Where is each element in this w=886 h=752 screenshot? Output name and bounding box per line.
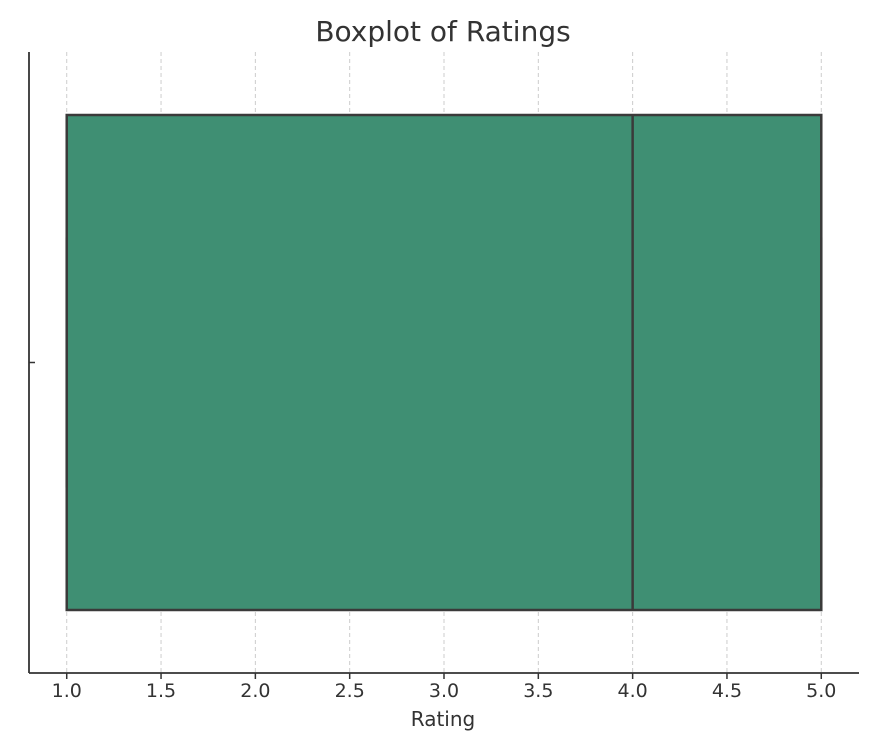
x-tick-label-4: 3.0 bbox=[429, 680, 459, 702]
chart-title: Boxplot of Ratings bbox=[315, 15, 570, 48]
x-tick-label-5: 3.5 bbox=[523, 680, 553, 702]
x-axis-label: Rating bbox=[411, 707, 475, 731]
x-tick-label-7: 4.5 bbox=[712, 680, 742, 702]
x-tick-label-2: 2.0 bbox=[240, 680, 270, 702]
x-tick-label-8: 5.0 bbox=[806, 680, 836, 702]
x-tick-label-3: 2.5 bbox=[335, 680, 365, 702]
box-iqr bbox=[65, 113, 823, 612]
x-tick-label-6: 4.0 bbox=[618, 680, 648, 702]
x-tick-label-0: 1.0 bbox=[52, 680, 82, 702]
axes: 1.0 1.5 2.0 2.5 3.0 3.5 4.0 4.5 5.0 bbox=[28, 52, 859, 702]
box-plot bbox=[65, 113, 823, 612]
x-tick-label-1: 1.5 bbox=[146, 680, 176, 702]
